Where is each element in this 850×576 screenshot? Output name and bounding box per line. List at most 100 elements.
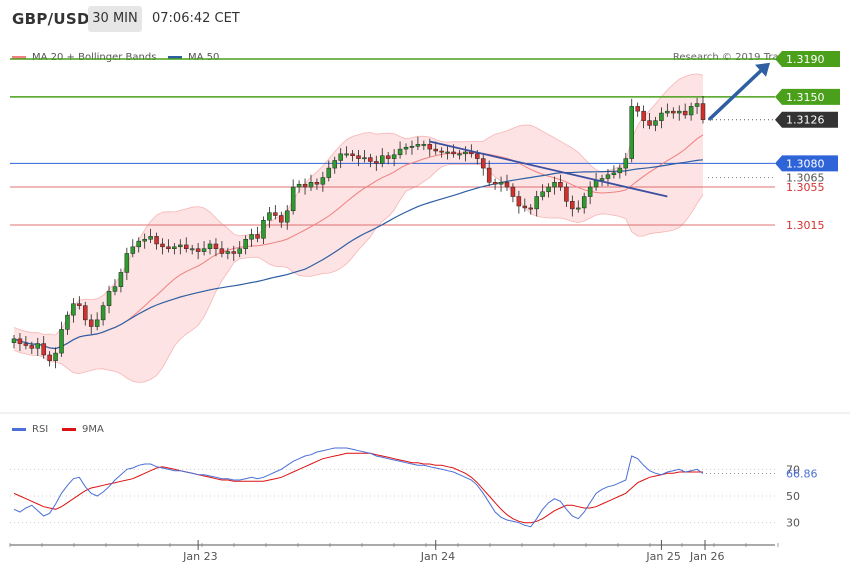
candle-body-73 <box>445 151 450 154</box>
candle-body-31 <box>195 248 201 252</box>
candle-body-65 <box>397 148 403 156</box>
ma50-swatch <box>168 56 182 59</box>
candle-body-20 <box>130 246 136 254</box>
candle-body-86 <box>522 205 528 209</box>
candle-body-100 <box>605 174 611 179</box>
candle-body-98 <box>593 180 599 188</box>
candle-body-112 <box>676 110 682 114</box>
legend-9ma: 9MA <box>62 424 104 435</box>
candle-body-29 <box>184 244 189 249</box>
candle-body-19 <box>124 253 130 273</box>
candle-body-105 <box>635 106 640 112</box>
legend-ma50: MA 50 <box>168 52 219 63</box>
candle-body-81 <box>492 182 498 185</box>
legend-ma50-label: MA 50 <box>188 52 220 63</box>
legend-rsi: RSI <box>12 424 48 435</box>
candle-body-8 <box>59 329 64 354</box>
candle-body-2 <box>23 343 29 346</box>
timeframe-button[interactable]: 30 MIN <box>88 6 142 32</box>
candle-body-28 <box>178 244 183 248</box>
candle-body-30 <box>189 248 195 251</box>
candle-body-23 <box>148 236 153 240</box>
rsi-tick-70: 70 <box>786 463 800 476</box>
candle-body-89 <box>540 191 545 197</box>
candle-body-24 <box>154 236 159 245</box>
candle-body-60 <box>368 157 373 162</box>
level-tag-1-3080 <box>775 155 838 172</box>
candle-body-50 <box>308 182 314 188</box>
candle-body-68 <box>415 144 421 147</box>
candle-body-106 <box>641 110 646 121</box>
level-tag-text-1-3080: 1.3080 <box>786 157 825 170</box>
candle-body-22 <box>142 238 147 242</box>
candle-body-75 <box>457 153 462 156</box>
candle-body-51 <box>314 182 320 185</box>
candle-body-64 <box>391 154 397 159</box>
candle-body-109 <box>659 112 664 121</box>
ma50-line <box>13 159 704 350</box>
candle-body-14 <box>94 319 100 327</box>
candle-body-52 <box>320 177 326 185</box>
forecast-arrow-shaft <box>707 66 766 121</box>
candle-body-82 <box>498 182 504 185</box>
candle-body-38 <box>237 248 242 254</box>
level-tag-text-1-3015: 1.3015 <box>786 219 825 232</box>
clock-label: 07:06:42 CET <box>152 11 240 26</box>
level-tag-1-3190 <box>775 50 840 67</box>
candle-body-113 <box>682 110 688 116</box>
candle-body-12 <box>83 305 88 321</box>
candle-body-43 <box>267 212 272 221</box>
candle-body-94 <box>570 201 575 210</box>
candle-body-110 <box>665 110 670 114</box>
candle-body-40 <box>249 234 254 240</box>
candle-body-85 <box>516 196 522 207</box>
candle-body-57 <box>350 153 355 156</box>
candle-body-15 <box>100 305 106 321</box>
candle-body-83 <box>504 182 510 188</box>
candle-body-56 <box>344 153 349 156</box>
candle-body-88 <box>534 196 539 210</box>
legend-9ma-label: 9MA <box>82 424 104 435</box>
candle-body-6 <box>47 354 52 361</box>
candle-body-49 <box>302 183 308 188</box>
bollinger-lower-line <box>13 163 704 383</box>
candle-body-47 <box>290 186 296 212</box>
candle-body-66 <box>403 146 409 150</box>
level-tag-1-3150 <box>775 88 840 105</box>
candle-body-39 <box>243 238 248 249</box>
candle-body-97 <box>587 186 593 197</box>
bollinger-band-fill <box>14 73 703 383</box>
candle-body-93 <box>564 186 569 202</box>
candle-body-27 <box>172 246 177 249</box>
candle-body-11 <box>77 303 82 306</box>
candle-body-96 <box>581 196 587 209</box>
rsi-last-value: 66.86 <box>786 468 818 481</box>
rsi-tick-50: 50 <box>786 490 800 503</box>
last-price-tag <box>775 111 838 128</box>
candle-body-114 <box>688 106 694 116</box>
x-tick-label-1: Jan 24 <box>420 550 455 563</box>
candle-body-111 <box>671 110 676 114</box>
candle-body-101 <box>611 172 617 175</box>
legend-ma20-label: MA 20 + Bollinger Bands <box>32 52 157 63</box>
candle-body-61 <box>374 161 379 164</box>
chart-header: GBP/USD 30 MIN 07:06:42 CET <box>0 0 850 38</box>
candle-body-33 <box>207 243 213 249</box>
candle-body-13 <box>88 319 94 327</box>
candle-body-7 <box>53 352 58 361</box>
rsi-line <box>13 447 704 528</box>
rsi-swatch <box>12 428 26 431</box>
forecast-arrow-head <box>755 62 770 77</box>
trendline <box>429 140 668 198</box>
candle-body-102 <box>617 167 623 174</box>
candle-body-95 <box>576 207 581 210</box>
candle-body-5 <box>41 343 46 356</box>
level-tag-text-1-3150: 1.3150 <box>786 91 825 104</box>
candle-body-4 <box>35 343 41 349</box>
legend-ma20: MA 20 + Bollinger Bands <box>12 52 156 63</box>
candle-body-53 <box>326 167 332 178</box>
candle-body-10 <box>71 303 76 316</box>
candle-body-55 <box>338 153 343 161</box>
credit-text: Research © 2019 Trading Central <box>672 52 840 63</box>
